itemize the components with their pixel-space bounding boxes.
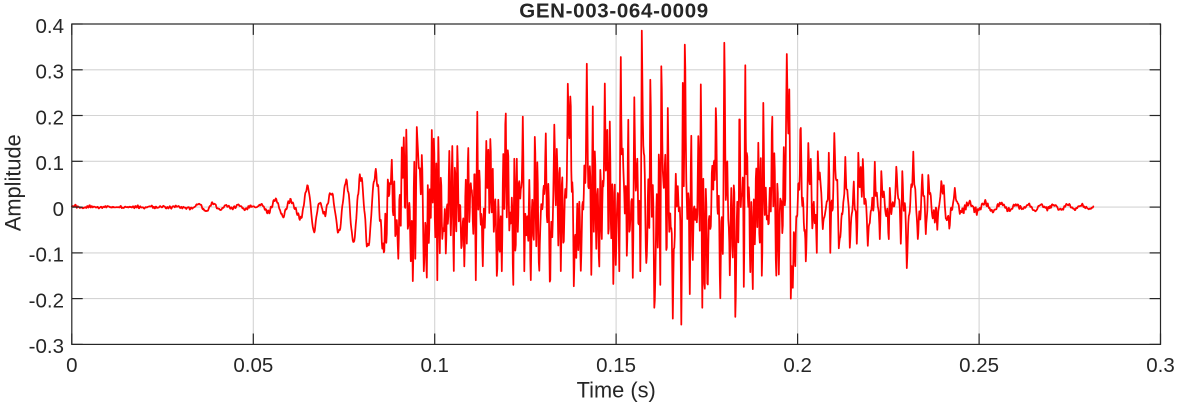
- svg-text:Time (s): Time (s): [577, 377, 656, 402]
- svg-text:-0.3: -0.3: [29, 335, 64, 358]
- svg-text:0.2: 0.2: [783, 354, 812, 377]
- svg-text:Amplitude: Amplitude: [0, 134, 25, 231]
- svg-text:0.05: 0.05: [233, 354, 273, 377]
- svg-text:0: 0: [53, 198, 64, 221]
- svg-text:-0.1: -0.1: [29, 244, 64, 267]
- svg-text:0.3: 0.3: [1146, 354, 1175, 377]
- svg-text:0: 0: [66, 354, 77, 377]
- svg-text:-0.2: -0.2: [29, 289, 64, 312]
- svg-text:0.4: 0.4: [36, 15, 65, 38]
- svg-text:0.1: 0.1: [36, 152, 65, 175]
- svg-text:0.15: 0.15: [596, 354, 636, 377]
- svg-text:0.1: 0.1: [420, 354, 449, 377]
- svg-text:0.25: 0.25: [959, 354, 999, 377]
- svg-text:0.2: 0.2: [36, 106, 65, 129]
- svg-text:GEN-003-064-0009: GEN-003-064-0009: [519, 0, 708, 23]
- svg-text:0.3: 0.3: [36, 61, 65, 84]
